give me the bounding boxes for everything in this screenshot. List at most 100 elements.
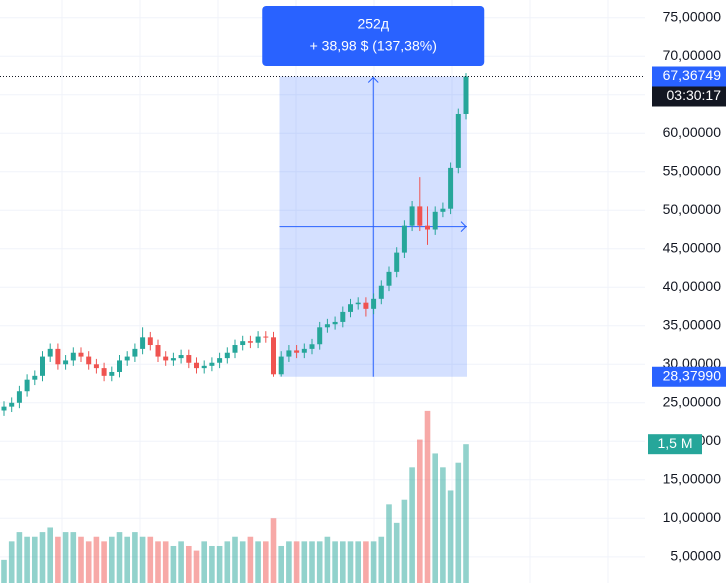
volume-bar xyxy=(424,410,431,583)
volume-bar xyxy=(340,541,346,583)
candle-body xyxy=(24,379,30,392)
candle-body xyxy=(55,348,61,365)
volume-bar xyxy=(393,522,400,583)
volume-bar xyxy=(324,536,331,583)
volume-bar xyxy=(201,541,207,583)
candle-body xyxy=(70,352,76,361)
y-tick-label: 15,00000 xyxy=(663,471,722,487)
candle-body xyxy=(132,348,138,357)
candle-body xyxy=(432,211,438,230)
volume-label-box xyxy=(648,434,702,455)
volume-bar xyxy=(155,541,161,583)
y-tick-label: 10,00000 xyxy=(663,509,722,525)
y-tick-label: 5,00000 xyxy=(670,548,721,564)
volume-bar xyxy=(209,545,215,583)
volume-bar xyxy=(286,541,292,583)
candle-body xyxy=(194,362,199,369)
volume-bar xyxy=(16,532,23,583)
candle-body xyxy=(340,311,346,322)
volume-bar xyxy=(8,541,15,583)
candle-body xyxy=(425,225,430,230)
candle-body xyxy=(386,271,392,286)
candle-body xyxy=(78,352,84,357)
candle-body xyxy=(9,402,15,407)
candle-body xyxy=(117,360,122,372)
candle-body xyxy=(224,352,230,359)
volume-bar xyxy=(162,541,169,583)
volume-bar xyxy=(355,541,361,583)
measure-arrow xyxy=(460,221,467,232)
candle-body xyxy=(247,341,253,343)
volume-bar xyxy=(101,541,107,583)
volume-bar xyxy=(55,536,61,583)
candle-body xyxy=(309,344,315,349)
volume-bar xyxy=(432,453,438,583)
volume-bar xyxy=(440,467,446,583)
measure-low-label: 28,37990 xyxy=(663,367,722,383)
candle-body xyxy=(355,302,361,305)
y-tick-label: 45,00000 xyxy=(663,239,722,255)
candle-body xyxy=(93,364,99,369)
candle-body xyxy=(440,208,446,212)
candle-body xyxy=(32,375,38,380)
volume-bar xyxy=(124,536,130,583)
candle-body xyxy=(271,337,276,375)
volume-bar xyxy=(363,541,369,583)
candle-body xyxy=(201,365,207,369)
candle-body xyxy=(155,345,161,357)
time-grid xyxy=(61,0,609,583)
candle-body xyxy=(86,356,92,365)
candle-body xyxy=(332,321,338,325)
candle-body xyxy=(278,356,284,375)
candle-body xyxy=(147,337,153,346)
candle-body xyxy=(409,206,415,226)
volume-bar xyxy=(316,541,323,583)
candle-body xyxy=(63,360,69,365)
volume-bar xyxy=(309,541,315,583)
candle-body xyxy=(371,298,377,309)
volume-bar xyxy=(116,532,123,583)
volume-bar xyxy=(463,444,469,583)
volume-bar xyxy=(85,541,92,583)
candle-body xyxy=(378,285,384,299)
volume-bar xyxy=(216,545,223,583)
candle-body xyxy=(170,358,176,361)
volume-bar xyxy=(232,536,238,583)
candle-body xyxy=(240,341,246,346)
volume-bar xyxy=(170,545,177,583)
candle-body xyxy=(263,336,269,338)
volume-bar xyxy=(24,536,30,583)
volume-bar xyxy=(263,541,269,583)
candle-body xyxy=(301,348,307,353)
candle-body xyxy=(47,348,53,357)
candle-body xyxy=(109,371,115,376)
measure-tooltip xyxy=(262,6,485,66)
volume-bar xyxy=(370,541,377,583)
volume-bar xyxy=(78,536,84,583)
y-tick-label: 75,00000 xyxy=(663,8,722,24)
volume-bar xyxy=(293,541,300,583)
candle-body xyxy=(232,345,238,353)
candle-body xyxy=(324,324,330,328)
y-tick-label: 55,00000 xyxy=(663,162,722,178)
candle-body xyxy=(363,302,369,309)
volume-bar xyxy=(455,462,462,583)
measure-tool xyxy=(279,76,467,377)
volume-bar xyxy=(70,532,77,583)
candle-body xyxy=(163,356,169,361)
candle-body xyxy=(1,406,7,411)
candle-body xyxy=(294,350,300,353)
volume-bar xyxy=(247,536,254,583)
last-price-label: 67,36749 xyxy=(663,67,722,83)
candle-body xyxy=(348,304,353,312)
candle-body xyxy=(286,350,292,357)
measure-arrow xyxy=(367,76,379,83)
candle-body xyxy=(209,362,215,366)
volume-bar xyxy=(386,504,392,583)
measure-low-box xyxy=(652,366,726,387)
volume-bar xyxy=(93,536,100,583)
candle-body xyxy=(417,206,423,226)
candle-body xyxy=(124,356,130,361)
y-tick-label: 50,00000 xyxy=(663,201,722,217)
